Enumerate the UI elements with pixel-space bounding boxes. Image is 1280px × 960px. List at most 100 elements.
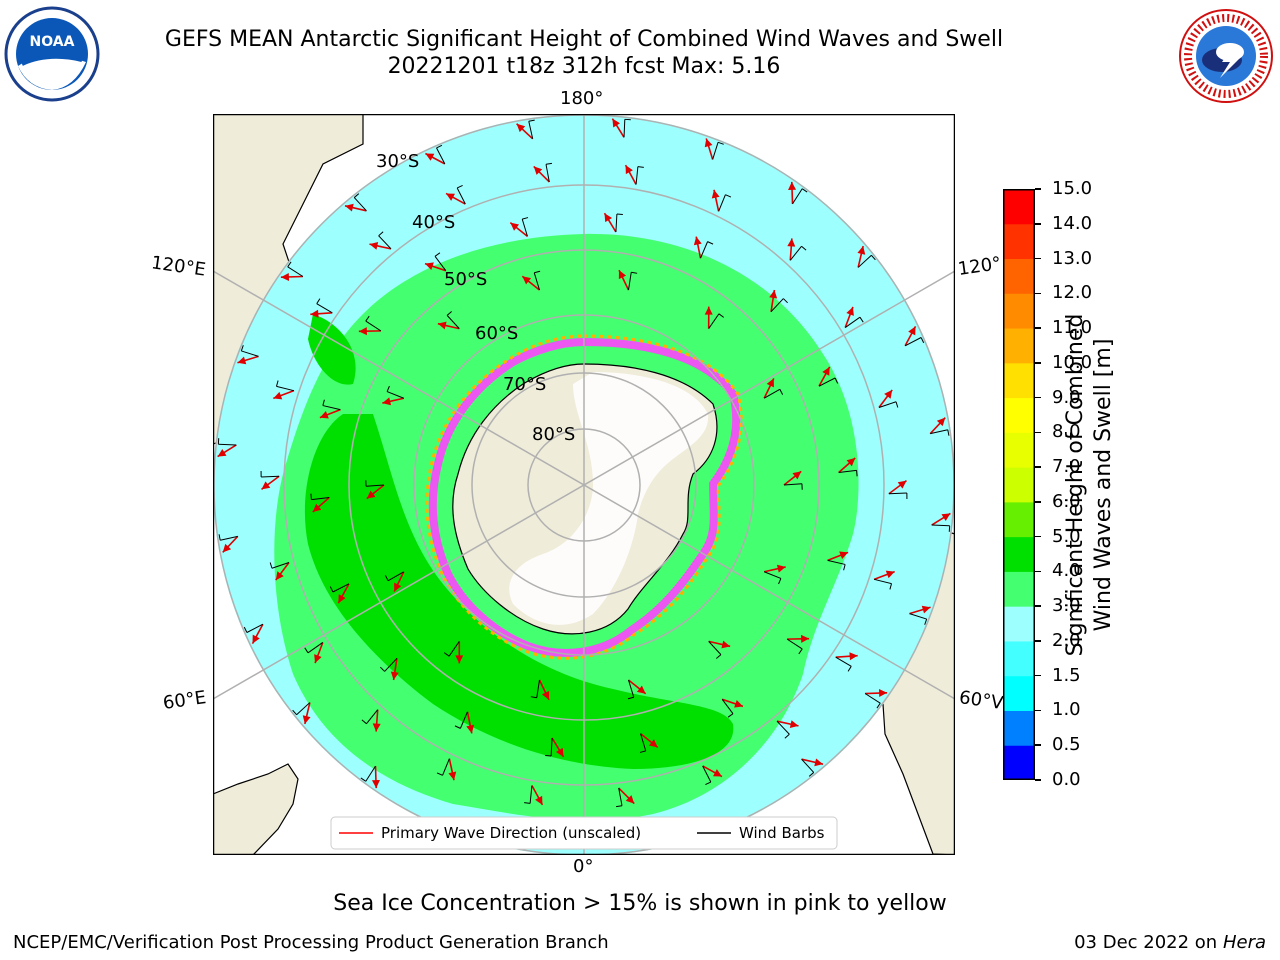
lat-label-70s: 70°S (503, 374, 547, 395)
wind-barb (366, 709, 379, 725)
wind-barb (615, 214, 618, 233)
wave-arrow-head (849, 652, 858, 661)
title-line-1: GEFS MEAN Antarctic Significant Height o… (164, 27, 1004, 52)
wind-barb (218, 443, 237, 446)
colorbar-swatch (1003, 571, 1035, 607)
wave-arrow-head (604, 213, 613, 223)
wind-barb-flag (240, 345, 244, 352)
colorbar-tick-mark (1035, 396, 1041, 399)
lon-label-bottom: 0° (573, 856, 594, 877)
wind-barb (550, 737, 553, 756)
wind-barb-flag (778, 578, 782, 585)
wind-barb-flag (784, 733, 790, 739)
wave-arrow-head (369, 241, 379, 250)
wind-barb-flag (631, 271, 638, 274)
lat-label-60s: 60°S (475, 323, 519, 344)
wind-barb (386, 391, 404, 399)
colorbar (1003, 189, 1035, 781)
wind-barb-flag (718, 313, 725, 318)
colorbar-swatch (1003, 397, 1035, 433)
wind-barb (271, 561, 290, 569)
colorbar-tick-mark (1035, 501, 1041, 503)
wave-arrow-head (636, 685, 646, 694)
wave-arrow-head (711, 189, 720, 199)
wind-barb (446, 315, 460, 329)
noaa-logo-text: NOAA (30, 34, 75, 50)
wind-barb (353, 197, 367, 212)
wave-arrow-head (366, 490, 376, 499)
colorbar-tick-mark (1035, 292, 1041, 295)
wind-barb (718, 194, 726, 212)
wind-barb-flag (443, 652, 450, 657)
wave-arrow-head (721, 640, 731, 649)
wave-arrow-head (884, 389, 893, 399)
colorbar-tick-label: 11.0 (1052, 317, 1093, 339)
wave-arrow-head (822, 366, 830, 376)
wave-arrow-head (522, 276, 532, 285)
colorbar-swatch (1003, 467, 1035, 503)
wave-arrow-head (319, 410, 329, 419)
colorbar-tick-mark (1035, 188, 1041, 190)
wave-arrow-head (394, 582, 402, 592)
colorbar-tick-label: 13.0 (1052, 247, 1093, 269)
wind-barb-flag (528, 119, 535, 122)
legend-wave-label: Primary Wave Direction (unscaled) (381, 824, 641, 842)
wind-barb (529, 785, 533, 804)
wave-arrow-head (448, 771, 457, 781)
wind-barb-flag (627, 696, 634, 700)
wave-height-high-band (304, 414, 734, 769)
wind-barb (545, 164, 550, 183)
wave-arrow-head (338, 594, 346, 604)
wind-barb (322, 405, 341, 411)
wind-barb (712, 142, 719, 160)
credit-text: NCEP/EMC/Verification Post Processing Pr… (13, 932, 609, 953)
wind-barb-flag (717, 141, 724, 145)
wind-barb-flag (808, 772, 815, 777)
wind-barb-flag (871, 254, 876, 261)
lon-label-top: 180° (560, 88, 604, 109)
wind-barb-flag (783, 298, 788, 304)
wave-arrow-head (312, 503, 322, 513)
wind-barb (628, 679, 635, 698)
wind-barb-flag (705, 781, 712, 786)
wave-arrow-head (382, 397, 392, 406)
wind-barb (307, 642, 324, 654)
wind-barb-flag (243, 626, 248, 633)
run-date: 03 Dec 2022 on Hera (1074, 932, 1266, 953)
colorbar-tick-label: 1.0 (1052, 699, 1081, 721)
wave-arrow-head (446, 193, 455, 201)
wind-barb-flag (456, 184, 463, 189)
wind-barb (702, 765, 712, 783)
wind-barb-flag (380, 666, 385, 672)
colorbar-swatch (1003, 745, 1035, 781)
colorbar-tick-mark (1035, 640, 1041, 642)
wave-arrow-head (612, 118, 621, 128)
wind-barb-flag (269, 562, 273, 569)
wind-barb-flag (436, 144, 443, 149)
title-line-2: 20221201 t18z 312h fcst Max: 5.16 (387, 54, 781, 79)
wave-arrow-head (371, 779, 380, 789)
wind-barb-flag (947, 429, 950, 436)
wind-barb (888, 492, 907, 495)
wave-arrow-head (310, 309, 319, 318)
wind-barb (261, 475, 280, 478)
wind-barb (904, 337, 922, 347)
colorbar-tick-label: 9.0 (1052, 386, 1081, 408)
colorbar-tick-mark (1035, 223, 1041, 225)
legend-barb-label: Wind Barbs (739, 824, 825, 842)
wave-arrow-head (693, 236, 702, 246)
colorbar-swatch (1003, 328, 1035, 364)
wave-arrow-head (704, 306, 713, 315)
wind-barb (878, 401, 897, 409)
wave-arrow-head (466, 724, 475, 734)
wind-barb-flag (454, 725, 461, 729)
wave-arrow-head (885, 570, 895, 579)
colorbar-title: Significant Height of Combined Wind Wave… (1062, 185, 1122, 785)
run-host: Hera (1222, 932, 1266, 953)
colorbar-swatches (1003, 189, 1035, 781)
lon-label-lower-left: 60°E (161, 687, 208, 714)
wave-arrow-head (541, 690, 550, 700)
wave-arrow-head (921, 605, 931, 614)
colorbar-tick-mark (1035, 605, 1041, 607)
wind-barb (640, 733, 647, 752)
